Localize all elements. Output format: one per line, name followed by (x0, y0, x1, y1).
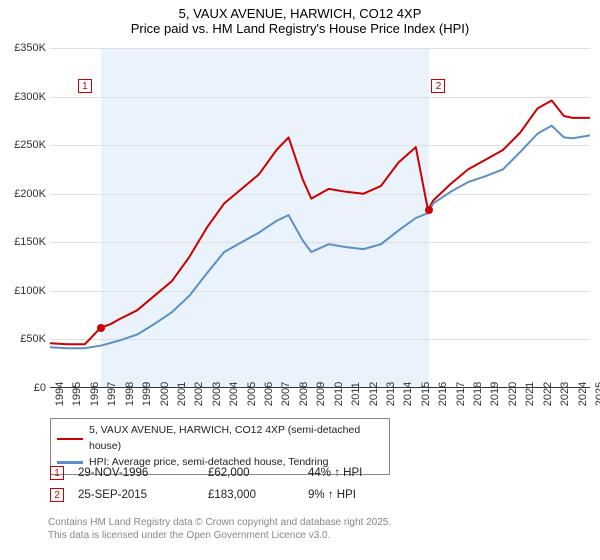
marker-dot (97, 324, 105, 332)
x-tick-label: 2002 (193, 382, 205, 406)
x-tick-label: 2023 (559, 382, 571, 406)
marker-label-box: 2 (431, 79, 445, 93)
chart-area: 12 (50, 48, 590, 388)
x-tick-label: 2004 (228, 382, 240, 406)
y-tick-label: £50K (0, 333, 46, 345)
x-tick-label: 2017 (455, 382, 467, 406)
x-tick-label: 1995 (71, 382, 83, 406)
x-tick-label: 2022 (542, 382, 554, 406)
y-tick-label: £150K (0, 236, 46, 248)
x-tick-label: 2009 (315, 382, 327, 406)
footer-line1: Contains HM Land Registry data © Crown c… (48, 516, 391, 529)
x-tick-label: 2018 (472, 382, 484, 406)
x-tick-label: 1997 (106, 382, 118, 406)
x-tick-label: 2003 (211, 382, 223, 406)
transaction-marker-box: 1 (50, 466, 64, 480)
x-tick-label: 1994 (54, 382, 66, 406)
title-subtitle: Price paid vs. HM Land Registry's House … (0, 21, 600, 36)
x-tick-label: 2005 (246, 382, 258, 406)
x-tick-label: 2010 (333, 382, 345, 406)
x-tick-label: 2006 (263, 382, 275, 406)
series-line (50, 101, 590, 345)
transaction-price: £62,000 (208, 467, 308, 479)
y-tick-label: £200K (0, 188, 46, 200)
y-tick-label: £0 (0, 382, 46, 394)
x-tick-label: 1999 (141, 382, 153, 406)
title-address: 5, VAUX AVENUE, HARWICH, CO12 4XP (0, 6, 600, 21)
legend-label: 5, VAUX AVENUE, HARWICH, CO12 4XP (semi-… (89, 423, 383, 455)
marker-dot (425, 206, 433, 214)
legend-swatch (57, 438, 83, 441)
x-tick-label: 2019 (489, 382, 501, 406)
series-line (50, 126, 590, 349)
x-tick-label: 2020 (507, 382, 519, 406)
x-tick-label: 2012 (368, 382, 380, 406)
transaction-pct: 44% ↑ HPI (308, 467, 418, 479)
transaction-date: 25-SEP-2015 (78, 489, 208, 501)
transaction-row: 1 29-NOV-1996£62,00044% ↑ HPI (50, 462, 590, 484)
x-tick-label: 2007 (280, 382, 292, 406)
x-tick-label: 2000 (159, 382, 171, 406)
x-tick-label: 2025 (594, 382, 600, 406)
x-tick-label: 1996 (89, 382, 101, 406)
x-tick-label: 1998 (124, 382, 136, 406)
footer-attribution: Contains HM Land Registry data © Crown c… (48, 516, 391, 542)
x-tick-label: 2021 (524, 382, 536, 406)
x-tick-label: 2016 (437, 382, 449, 406)
chart-svg (50, 48, 590, 388)
footer-line2: This data is licensed under the Open Gov… (48, 529, 391, 542)
transaction-date: 29-NOV-1996 (78, 467, 208, 479)
transaction-row: 2 25-SEP-2015£183,0009% ↑ HPI (50, 484, 590, 506)
x-tick-label: 2014 (402, 382, 414, 406)
transaction-pct: 9% ↑ HPI (308, 489, 418, 501)
y-tick-label: £250K (0, 139, 46, 151)
legend-item: 5, VAUX AVENUE, HARWICH, CO12 4XP (semi-… (57, 423, 383, 455)
transaction-table: 1 29-NOV-1996£62,00044% ↑ HPI 2 25-SEP-2015… (50, 462, 590, 506)
x-tick-label: 2011 (350, 382, 362, 406)
x-tick-label: 2024 (577, 382, 589, 406)
title-block: 5, VAUX AVENUE, HARWICH, CO12 4XP Price … (0, 0, 600, 40)
y-tick-label: £100K (0, 285, 46, 297)
x-tick-label: 2001 (176, 382, 188, 406)
transaction-marker-box: 2 (50, 488, 64, 502)
transaction-price: £183,000 (208, 489, 308, 501)
chart-container: 5, VAUX AVENUE, HARWICH, CO12 4XP Price … (0, 0, 600, 560)
y-tick-label: £300K (0, 91, 46, 103)
x-tick-label: 2013 (385, 382, 397, 406)
x-tick-label: 2008 (298, 382, 310, 406)
x-tick-label: 2015 (420, 382, 432, 406)
marker-label-box: 1 (78, 79, 92, 93)
y-tick-label: £350K (0, 42, 46, 54)
